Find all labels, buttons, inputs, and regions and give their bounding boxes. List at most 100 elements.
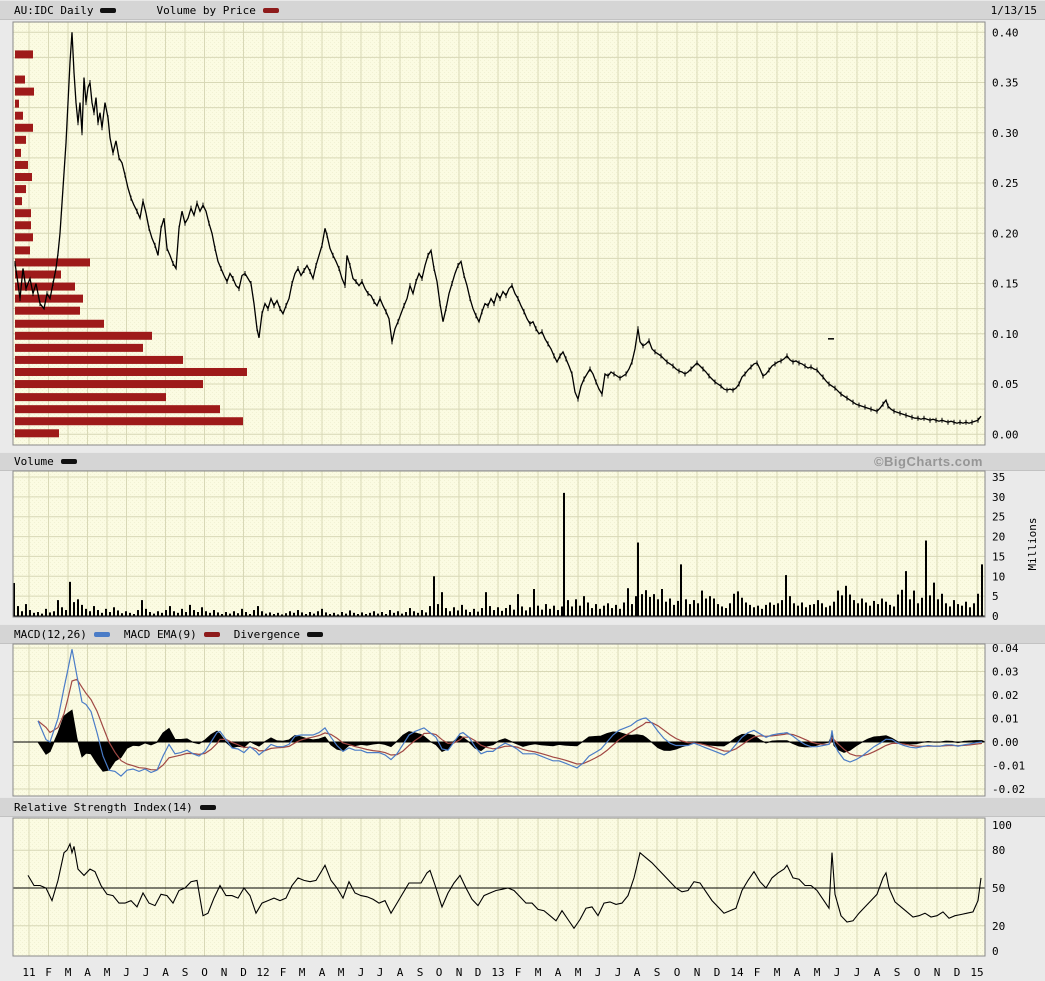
vbp-bar <box>15 417 243 426</box>
price-legend-swatch-icon <box>100 7 117 13</box>
x-axis-tick-label: 12 <box>256 966 269 979</box>
macd-axis-label: 0.03 <box>992 666 1019 679</box>
x-axis-tick-label: S <box>417 966 424 979</box>
macd-ema-legend-swatch-icon <box>203 631 220 637</box>
volume-legend-swatch-icon <box>60 459 77 464</box>
volume-axis-label: 15 <box>992 550 1005 563</box>
vbp-bar <box>15 123 33 132</box>
divergence-legend-swatch-icon <box>306 631 323 637</box>
volume-bars <box>13 492 983 617</box>
x-axis-tick-label: F <box>515 966 522 979</box>
x-axis-tick-label: S <box>654 966 661 979</box>
vbp-bar <box>15 233 33 242</box>
x-axis-tick-label: J <box>834 966 841 979</box>
x-axis-tick-label: A <box>794 966 801 979</box>
x-axis-tick-label: A <box>555 966 562 979</box>
vbp-bar <box>15 75 25 84</box>
vbp-bar <box>15 148 21 157</box>
x-axis-tick-label: M <box>338 966 345 979</box>
volume-panel <box>13 471 985 618</box>
vbp-bar <box>15 99 19 108</box>
x-axis-tick-label: S <box>182 966 189 979</box>
x-axis-tick-label: F <box>280 966 287 979</box>
x-axis-tick-label: 15 <box>970 966 983 979</box>
vbp-bar <box>15 221 31 230</box>
macd-panel <box>13 644 986 796</box>
vbp-bar <box>15 405 220 414</box>
macd-axis-label: -0.01 <box>992 760 1025 773</box>
x-axis-tick-label: M <box>104 966 111 979</box>
x-axis-tick-label: D <box>714 966 721 979</box>
x-axis-tick-label: M <box>814 966 821 979</box>
vbp-bar <box>15 343 143 352</box>
x-axis-tick-label: N <box>934 966 941 979</box>
vbp-label: Volume by Price <box>156 3 256 17</box>
price-axis-label: 0.20 <box>992 227 1019 240</box>
x-axis-tick-label: J <box>377 966 384 979</box>
rsi-axis-label: 50 <box>992 882 1005 895</box>
x-axis-tick-label: M <box>65 966 72 979</box>
volume-axis-units-label: Millions <box>1026 518 1039 571</box>
chart-date: 1/13/15 <box>990 3 1037 17</box>
volume-axis-label: 35 <box>992 471 1005 484</box>
price-axis-label: 0.35 <box>992 77 1019 90</box>
vbp-bar <box>15 294 83 303</box>
vbp-legend-swatch-icon <box>262 7 279 13</box>
x-axis-tick-label: J <box>854 966 861 979</box>
x-axis-tick-label: J <box>358 966 365 979</box>
x-axis-tick-label: D <box>475 966 482 979</box>
x-axis-tick-label: S <box>894 966 901 979</box>
rsi-panel <box>13 818 985 956</box>
x-axis-tick-label: A <box>397 966 404 979</box>
x-axis-tick-label: M <box>535 966 542 979</box>
vbp-bar <box>15 135 26 144</box>
volume-axis-label: 10 <box>992 570 1005 583</box>
x-axis-tick-label: O <box>201 966 208 979</box>
x-axis-tick-label: A <box>319 966 326 979</box>
macd-ema-label: MACD EMA(9) <box>123 627 197 641</box>
x-axis-tick-label: J <box>615 966 622 979</box>
rsi-axis-label: 0 <box>992 945 999 958</box>
x-axis-tick-label: M <box>575 966 582 979</box>
macd-series <box>37 649 983 777</box>
x-axis-tick-label: N <box>456 966 463 979</box>
x-axis-tick-label: O <box>436 966 443 979</box>
x-axis-tick-label: N <box>221 966 228 979</box>
x-axis-tick-label: J <box>123 966 130 979</box>
rsi-legend-swatch-icon <box>199 804 216 810</box>
vbp-bar <box>15 270 61 279</box>
vbp-bar <box>15 258 90 267</box>
x-axis-tick-label: O <box>914 966 921 979</box>
volume-axis-label: 5 <box>992 590 999 603</box>
rsi-label: Relative Strength Index(14) <box>14 800 193 814</box>
macd-axis-label: 0.02 <box>992 689 1019 702</box>
price-axis-label: 0.30 <box>992 127 1019 140</box>
volume-axis-label: 30 <box>992 491 1005 504</box>
rsi-axis-label: 100 <box>992 819 1012 832</box>
macd-axis-label: 0.04 <box>992 642 1019 655</box>
x-axis-tick-label: A <box>84 966 91 979</box>
rsi-axis-label: 20 <box>992 920 1005 933</box>
x-axis-tick-label: F <box>45 966 52 979</box>
vbp-bar <box>15 355 183 364</box>
volume-axis-label: 0 <box>992 610 999 623</box>
price-axis-label: 0.05 <box>992 378 1019 391</box>
vbp-bar <box>15 380 203 389</box>
vbp-bar <box>15 185 26 194</box>
x-axis-tick-label: A <box>634 966 641 979</box>
vbp-bar <box>15 331 152 340</box>
volume-label: Volume <box>14 455 54 468</box>
symbol-label: AU:IDC Daily <box>14 3 94 17</box>
macd-axis-label: -0.02 <box>992 783 1025 796</box>
macd-axis-label: 0.00 <box>992 736 1019 749</box>
vbp-bar <box>15 393 166 402</box>
macd-label: MACD(12,26) <box>14 627 87 641</box>
price-panel-header: AU:IDC Daily Volume by Price 1/13/15 <box>0 0 1045 20</box>
x-axis-tick-label: 13 <box>491 966 504 979</box>
x-axis-tick-label: D <box>954 966 961 979</box>
macd-legend-swatch-icon <box>93 631 110 637</box>
x-axis-tick-label: J <box>143 966 150 979</box>
price-axis-label: 0.40 <box>992 26 1019 39</box>
vbp-bar <box>15 111 23 120</box>
